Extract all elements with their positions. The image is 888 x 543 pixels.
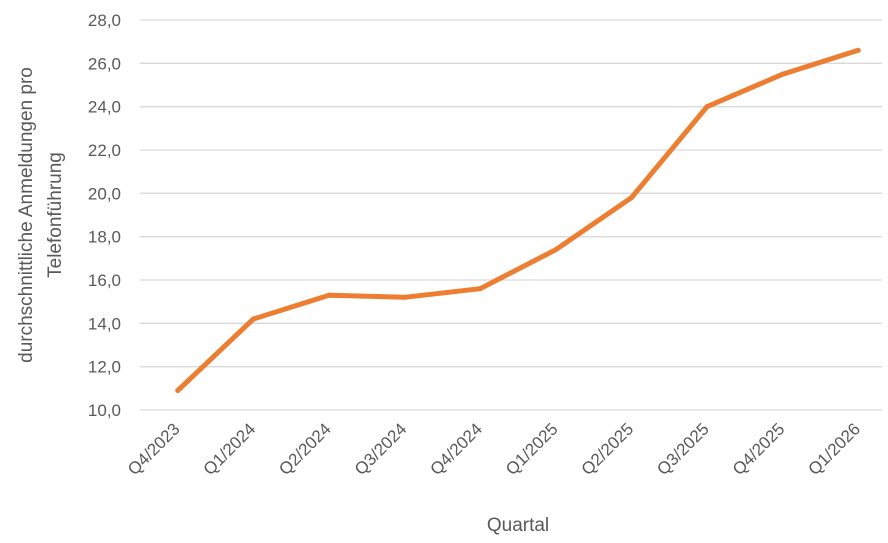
data-point — [628, 195, 634, 201]
y-tick-label: 28,0 — [88, 11, 121, 30]
y-axis-title-line-2: Telefonführung — [45, 152, 66, 278]
y-axis-title-line-1: durchschnittliche Anmeldungen pro — [16, 67, 37, 363]
x-axis-title: Quartal — [487, 515, 549, 536]
data-point — [250, 316, 256, 322]
data-point — [704, 104, 710, 110]
y-tick-label: 22,0 — [88, 141, 121, 160]
data-point — [326, 292, 332, 298]
y-tick-label: 10,0 — [88, 401, 121, 420]
x-tick-label: Q3/2025 — [653, 419, 713, 479]
x-tick-label: Q4/2024 — [426, 419, 486, 479]
x-tick-label: Q2/2024 — [275, 419, 335, 479]
data-point — [553, 247, 559, 253]
y-tick-label: 16,0 — [88, 271, 121, 290]
data-point — [855, 47, 861, 53]
x-tick-label: Q1/2026 — [804, 419, 864, 479]
y-tick-label: 12,0 — [88, 358, 121, 377]
y-tick-label: 14,0 — [88, 314, 121, 333]
data-point — [780, 71, 786, 77]
data-point — [402, 294, 408, 300]
x-tick-label: Q1/2024 — [200, 419, 260, 479]
x-tick-label: Q4/2025 — [729, 419, 789, 479]
y-tick-label: 24,0 — [88, 98, 121, 117]
x-tick-label: Q2/2025 — [578, 419, 638, 479]
x-tick-label: Q4/2023 — [124, 419, 184, 479]
x-tick-label: Q3/2024 — [351, 419, 411, 479]
y-tick-label: 20,0 — [88, 184, 121, 203]
data-point — [477, 286, 483, 292]
y-tick-label: 26,0 — [88, 54, 121, 73]
y-tick-label: 18,0 — [88, 228, 121, 247]
x-tick-label: Q1/2025 — [502, 419, 562, 479]
series-line — [175, 47, 861, 393]
data-point — [175, 388, 181, 393]
